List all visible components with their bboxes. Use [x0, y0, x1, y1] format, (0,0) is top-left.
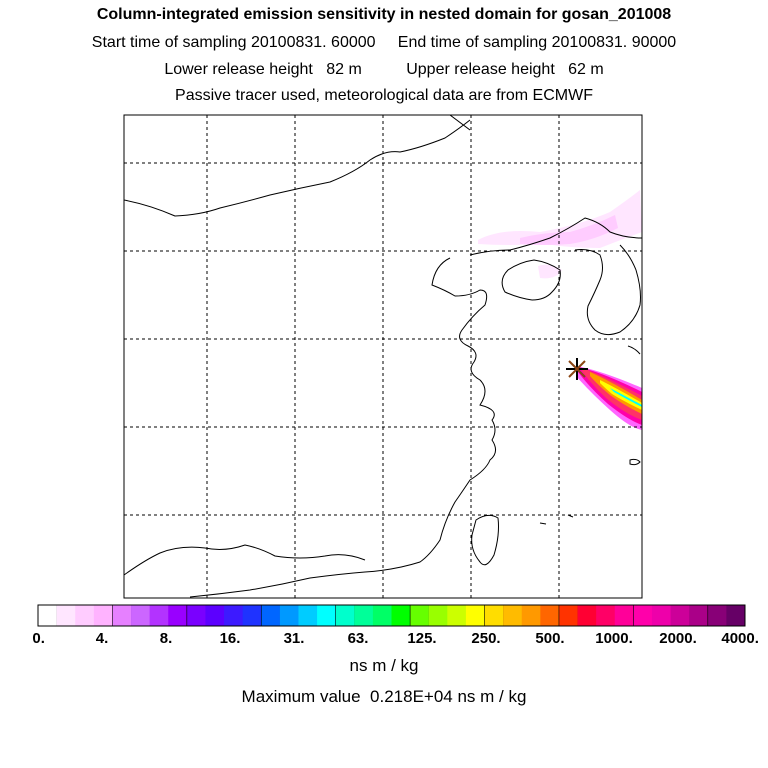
- colorbar-cell: [93, 605, 113, 626]
- colorbar-cell: [484, 604, 504, 627]
- colorbar-cell: [633, 604, 653, 627]
- colorbar-cell: [224, 605, 244, 626]
- star-icon: [566, 358, 588, 380]
- colorbar: [37, 604, 746, 627]
- colorbar-tick-label: 4.: [95, 630, 109, 647]
- colorbar-tick-label: 125.: [407, 630, 437, 647]
- colorbar-cell: [205, 605, 225, 626]
- colorbar-tick-label: 1000.: [595, 630, 633, 647]
- colorbar-cell: [260, 604, 281, 627]
- coastlines: [124, 115, 642, 598]
- colorbar-tick-label: 2000.: [659, 630, 697, 647]
- colorbar-cells: [37, 604, 746, 627]
- colorbar-cell: [242, 605, 262, 626]
- sampling-time-line: Start time of sampling 20100831. 60000 E…: [91, 34, 677, 51]
- colorbar-tick-label: 8.: [159, 630, 173, 647]
- colorbar-cell: [726, 605, 746, 626]
- colorbar-cell: [372, 605, 392, 626]
- colorbar-cell: [503, 605, 523, 626]
- colorbar-cell: [614, 605, 634, 626]
- colorbar-cell: [596, 605, 616, 626]
- colorbar-units: ns m / kg: [349, 656, 419, 675]
- colorbar-cell: [37, 604, 58, 627]
- tracer-info-line: Passive tracer used, meteorological data…: [175, 87, 593, 104]
- colorbar-cell: [56, 605, 76, 626]
- colorbar-cell: [577, 605, 597, 626]
- colorbar-tick-label: 500.: [535, 630, 565, 647]
- colorbar-tick-label: 0.: [32, 630, 45, 647]
- colorbar-tick-label: 250.: [471, 630, 501, 647]
- colorbar-cell: [298, 605, 318, 626]
- colorbar-cell: [391, 605, 411, 626]
- plot-title: Column-integrated emission sensitivity i…: [96, 6, 672, 23]
- map-panel: [123, 114, 643, 599]
- colorbar-cell: [670, 605, 690, 626]
- colorbar-cell: [335, 604, 355, 627]
- colorbar-cell: [689, 605, 709, 626]
- colorbar-tick-label: 4000.: [721, 630, 759, 647]
- maximum-value-line: Maximum value 0.218E+04 ns m / kg: [241, 687, 527, 706]
- colorbar-cell: [428, 605, 448, 626]
- colorbar-cell: [558, 604, 579, 627]
- colorbar-tick-label: 16.: [219, 630, 241, 647]
- colorbar-cell: [168, 605, 188, 626]
- colorbar-cell: [540, 605, 560, 626]
- colorbar-tick-label: 31.: [283, 630, 305, 647]
- colorbar-cell: [75, 605, 95, 626]
- colorbar-cell: [354, 605, 374, 626]
- colorbar-cell: [521, 605, 541, 626]
- emission-plume: [576, 366, 642, 430]
- release-height-line: Lower release height 82 m Upper release …: [164, 61, 604, 78]
- colorbar-cell: [651, 605, 671, 626]
- colorbar-cell: [112, 604, 132, 627]
- colorbar-cell: [707, 604, 728, 627]
- colorbar-cell: [131, 605, 151, 626]
- colorbar-cell: [149, 605, 169, 626]
- colorbar-frame: [37, 604, 746, 627]
- colorbar-cell: [409, 604, 430, 627]
- colorbar-cell: [279, 605, 299, 626]
- colorbar-cell: [186, 604, 207, 627]
- colorbar-cell: [317, 605, 337, 626]
- colorbar-tick-label: 63.: [347, 630, 369, 647]
- colorbar-cell: [447, 605, 467, 626]
- colorbar-cell: [465, 605, 485, 626]
- map-gridlines: [124, 115, 642, 598]
- map-frame: [123, 114, 643, 599]
